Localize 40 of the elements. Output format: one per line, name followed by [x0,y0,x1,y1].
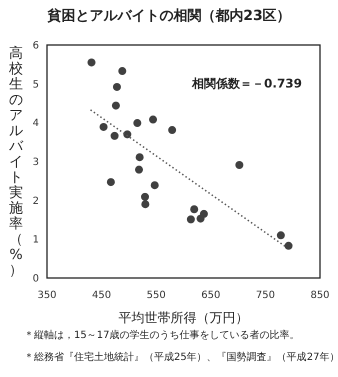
x-tick-label: 650 [201,290,220,301]
x-tick-label: 350 [37,290,57,301]
point [276,231,285,240]
point [168,126,176,134]
point [118,67,126,76]
point [100,122,108,131]
point [112,102,120,110]
x-tick-label: 450 [92,290,112,301]
y-tick-label: 1 [32,234,39,246]
y-tick-label: 4 [32,118,39,130]
point [141,192,150,201]
point [133,119,142,128]
point [141,200,150,208]
point [186,215,195,224]
point [190,205,198,214]
point [112,82,121,91]
point [110,132,119,140]
y-tick-label: 5 [32,79,39,90]
point [136,153,144,162]
point [135,166,143,174]
text: ＊縦軸は，15～17歳の学生のうち仕事をしている者の比率。 [24,329,300,341]
text: ＊総務省『住宅土地統計』（平成25年）、『国勢調査』（平成27年） [24,351,338,363]
annotation: 相関係数＝－0.739 [191,76,302,91]
chart-title: 貧困とアルバイトの相関（都内23区） [46,8,291,24]
y-tick-label: 0 [32,274,39,284]
point [149,116,158,124]
point [88,58,96,66]
point [284,242,293,250]
x-tick-label: 850 [310,290,330,301]
x-tick-label: 550 [146,290,166,301]
point [106,178,115,186]
y-tick-label: 2 [32,196,39,207]
point [150,181,159,190]
y-tick-label: 6 [32,40,39,52]
point [235,160,244,169]
x-axis-title: 平均世帯所得（万円） [118,311,248,326]
text: 高校生のアルバイト実施率（%） [9,45,23,278]
point [200,210,208,218]
x-tick-label: 750 [256,290,275,301]
y-tick-label: 3 [32,157,39,168]
